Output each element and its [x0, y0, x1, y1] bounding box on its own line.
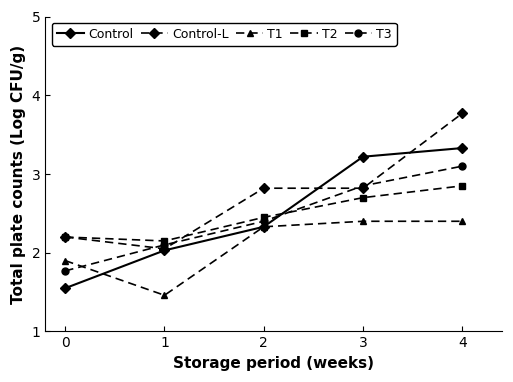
T3 — [261, 219, 267, 223]
Line: T1: T1 — [62, 218, 466, 299]
Control-L — [261, 186, 267, 191]
Line: T2: T2 — [62, 182, 466, 244]
T2 — [261, 215, 267, 220]
T3 — [162, 243, 168, 247]
T1 — [62, 258, 68, 263]
Line: Control-L: Control-L — [62, 110, 466, 252]
Legend: Control, Control-L, T1, T2, T3: Control, Control-L, T1, T2, T3 — [52, 23, 397, 46]
T2 — [360, 195, 366, 200]
T2 — [459, 184, 465, 188]
Control — [261, 225, 267, 229]
T3 — [62, 269, 68, 273]
X-axis label: Storage period (weeks): Storage period (weeks) — [173, 356, 374, 371]
Control-L — [162, 246, 168, 251]
Control — [360, 154, 366, 159]
Line: Control: Control — [62, 145, 466, 291]
Control — [459, 146, 465, 151]
Line: T3: T3 — [62, 163, 466, 274]
T2 — [62, 235, 68, 239]
Control-L — [459, 111, 465, 116]
T1 — [360, 219, 366, 223]
Control — [62, 286, 68, 290]
Y-axis label: Total plate counts (Log CFU/g): Total plate counts (Log CFU/g) — [11, 44, 26, 304]
T2 — [162, 239, 168, 243]
Control — [162, 248, 168, 253]
T1 — [261, 225, 267, 229]
T1 — [162, 293, 168, 298]
T3 — [459, 164, 465, 168]
T3 — [360, 184, 366, 188]
Control-L — [62, 235, 68, 239]
T1 — [459, 219, 465, 223]
Control-L — [360, 186, 366, 191]
